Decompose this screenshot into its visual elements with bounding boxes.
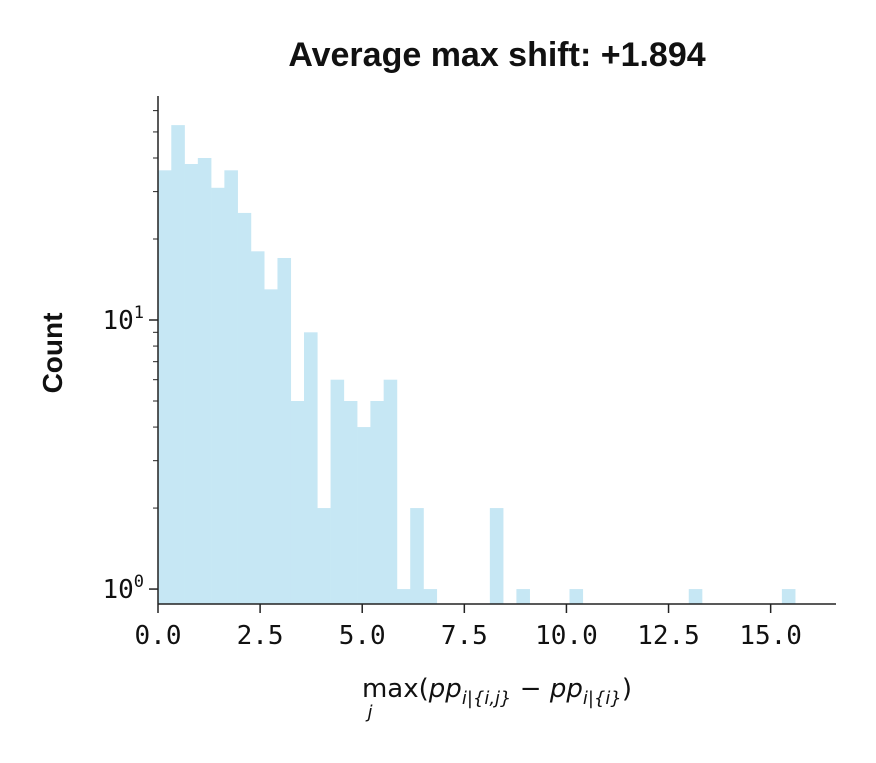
histogram-bar-22 bbox=[516, 589, 530, 604]
y-axis-label: Count bbox=[37, 313, 68, 394]
x-label-op-sub: j bbox=[364, 702, 372, 723]
histogram-bar-2 bbox=[184, 163, 199, 604]
x-ticks: 0.0 2.5 5.0 7.5 10.0 12.5 15.0 bbox=[135, 604, 802, 651]
x-label-term1-sub: i|{i,j} bbox=[462, 688, 512, 709]
histogram-bar-10 bbox=[290, 400, 305, 604]
x-tick-label-1: 2.5 bbox=[237, 621, 284, 651]
histogram-bar-11 bbox=[304, 332, 318, 604]
x-tick-label-5: 12.5 bbox=[637, 621, 700, 651]
histogram-bar-12 bbox=[317, 508, 331, 604]
histogram-bar-15 bbox=[357, 427, 371, 604]
x-label-op: max bbox=[362, 674, 419, 704]
histogram-bar-9 bbox=[277, 257, 292, 604]
histogram-bar-17 bbox=[383, 379, 398, 604]
y-major-ticks: 100 101 bbox=[102, 303, 158, 605]
histogram-bar-18 bbox=[396, 589, 411, 604]
y-tick-label-1: 101 bbox=[102, 303, 144, 336]
histogram-bar-3 bbox=[197, 158, 212, 604]
histogram-bar-4 bbox=[211, 187, 225, 604]
x-label-term2-sub: i|{i} bbox=[583, 688, 622, 709]
x-label-close: ) bbox=[622, 674, 632, 704]
histogram-bar-1 bbox=[171, 125, 185, 605]
histogram-bar-19 bbox=[410, 508, 424, 604]
chart-title: Average max shift: +1.894 bbox=[288, 36, 705, 74]
histogram-bar-13 bbox=[330, 379, 345, 604]
x-tick-label-4: 10.0 bbox=[535, 621, 598, 651]
histogram-bar-5 bbox=[224, 170, 238, 605]
x-axis-label: max(ppi|{i,j} − ppi|{i}) bbox=[362, 674, 632, 709]
bars-group bbox=[158, 125, 796, 605]
histogram-bar-16 bbox=[370, 400, 384, 604]
x-label-minus: − bbox=[512, 674, 550, 704]
x-label-term1: pp bbox=[428, 674, 462, 704]
histogram-bar-8 bbox=[264, 289, 278, 604]
histogram-bar-6 bbox=[237, 212, 252, 604]
y-tick-label-0: 100 bbox=[102, 572, 144, 605]
histogram-bar-20 bbox=[423, 589, 438, 604]
x-tick-label-0: 0.0 bbox=[135, 621, 182, 651]
histogram-bar-25 bbox=[781, 589, 796, 604]
histogram-bar-7 bbox=[250, 251, 265, 604]
x-tick-label-2: 5.0 bbox=[339, 621, 386, 651]
histogram-bar-23 bbox=[569, 589, 584, 604]
histogram-bar-21 bbox=[489, 508, 504, 604]
histogram-bar-24 bbox=[688, 589, 703, 604]
histogram-bar-0 bbox=[158, 170, 172, 605]
y-minor-ticks bbox=[153, 110, 158, 509]
x-label-open: ( bbox=[419, 674, 429, 704]
x-tick-label-6: 15.0 bbox=[739, 621, 802, 651]
x-label-term2: pp bbox=[549, 674, 583, 704]
histogram-bar-14 bbox=[343, 400, 358, 604]
x-tick-label-3: 7.5 bbox=[441, 621, 488, 651]
